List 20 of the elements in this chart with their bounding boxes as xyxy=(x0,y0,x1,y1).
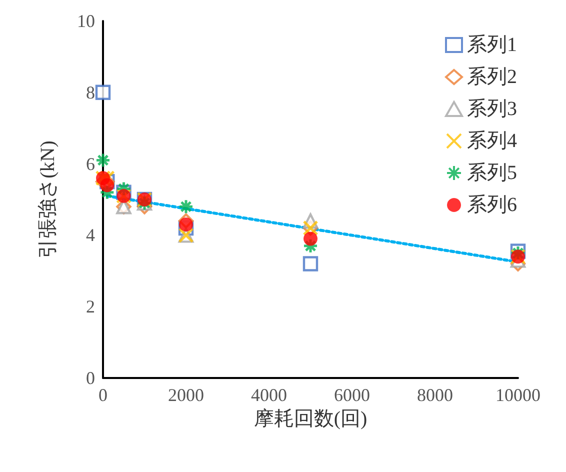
x-tick-label: 8000 xyxy=(417,385,453,405)
y-tick-label: 10 xyxy=(77,11,95,31)
legend-label: 系列3 xyxy=(467,98,517,120)
legend-label: 系列5 xyxy=(467,162,517,184)
x-axis-title: 摩耗回数(回) xyxy=(254,408,368,430)
y-tick-label: 0 xyxy=(86,368,95,388)
legend-label: 系列6 xyxy=(467,194,517,216)
y-tick-label: 4 xyxy=(86,225,95,246)
y-axis-title: 引張強さ(kN) xyxy=(37,140,59,258)
y-tick-label: 6 xyxy=(86,154,95,174)
x-tick-label: 4000 xyxy=(251,385,287,405)
legend-label: 系列2 xyxy=(467,66,517,88)
x-tick-label: 6000 xyxy=(334,385,370,405)
x-tick-label: 0 xyxy=(98,385,108,405)
x-tick-label: 2000 xyxy=(168,385,204,405)
x-tick-label: 10000 xyxy=(496,385,540,405)
legend-label: 系列4 xyxy=(467,130,517,152)
legend-label: 系列1 xyxy=(467,34,517,56)
y-tick-label: 8 xyxy=(86,82,95,102)
y-tick-label: 2 xyxy=(86,296,95,317)
